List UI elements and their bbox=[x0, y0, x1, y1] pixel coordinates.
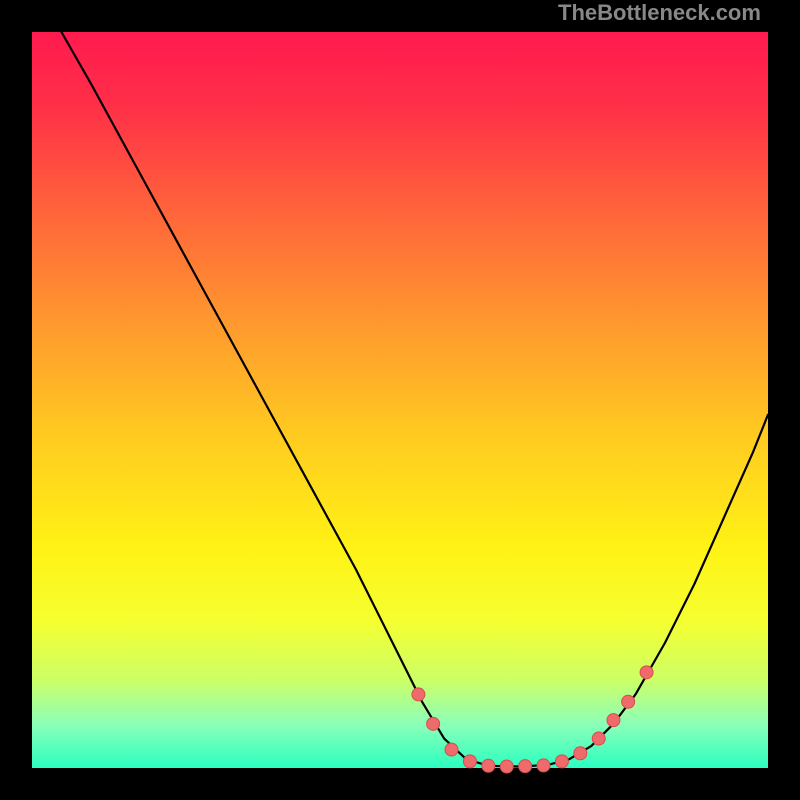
curve-marker bbox=[574, 747, 587, 760]
curve-marker bbox=[427, 717, 440, 730]
curve-marker bbox=[463, 755, 476, 768]
curve-marker bbox=[445, 743, 458, 756]
curve-marker bbox=[500, 760, 513, 773]
curve-marker bbox=[555, 755, 568, 768]
curve-marker bbox=[519, 760, 532, 773]
curve-marker bbox=[482, 759, 495, 772]
curve-marker bbox=[622, 695, 635, 708]
curve-marker bbox=[640, 666, 653, 679]
curve-marker bbox=[607, 714, 620, 727]
bottleneck-curve-chart bbox=[0, 0, 800, 800]
curve-marker bbox=[412, 688, 425, 701]
curve-marker bbox=[537, 759, 550, 772]
curve-marker bbox=[592, 732, 605, 745]
